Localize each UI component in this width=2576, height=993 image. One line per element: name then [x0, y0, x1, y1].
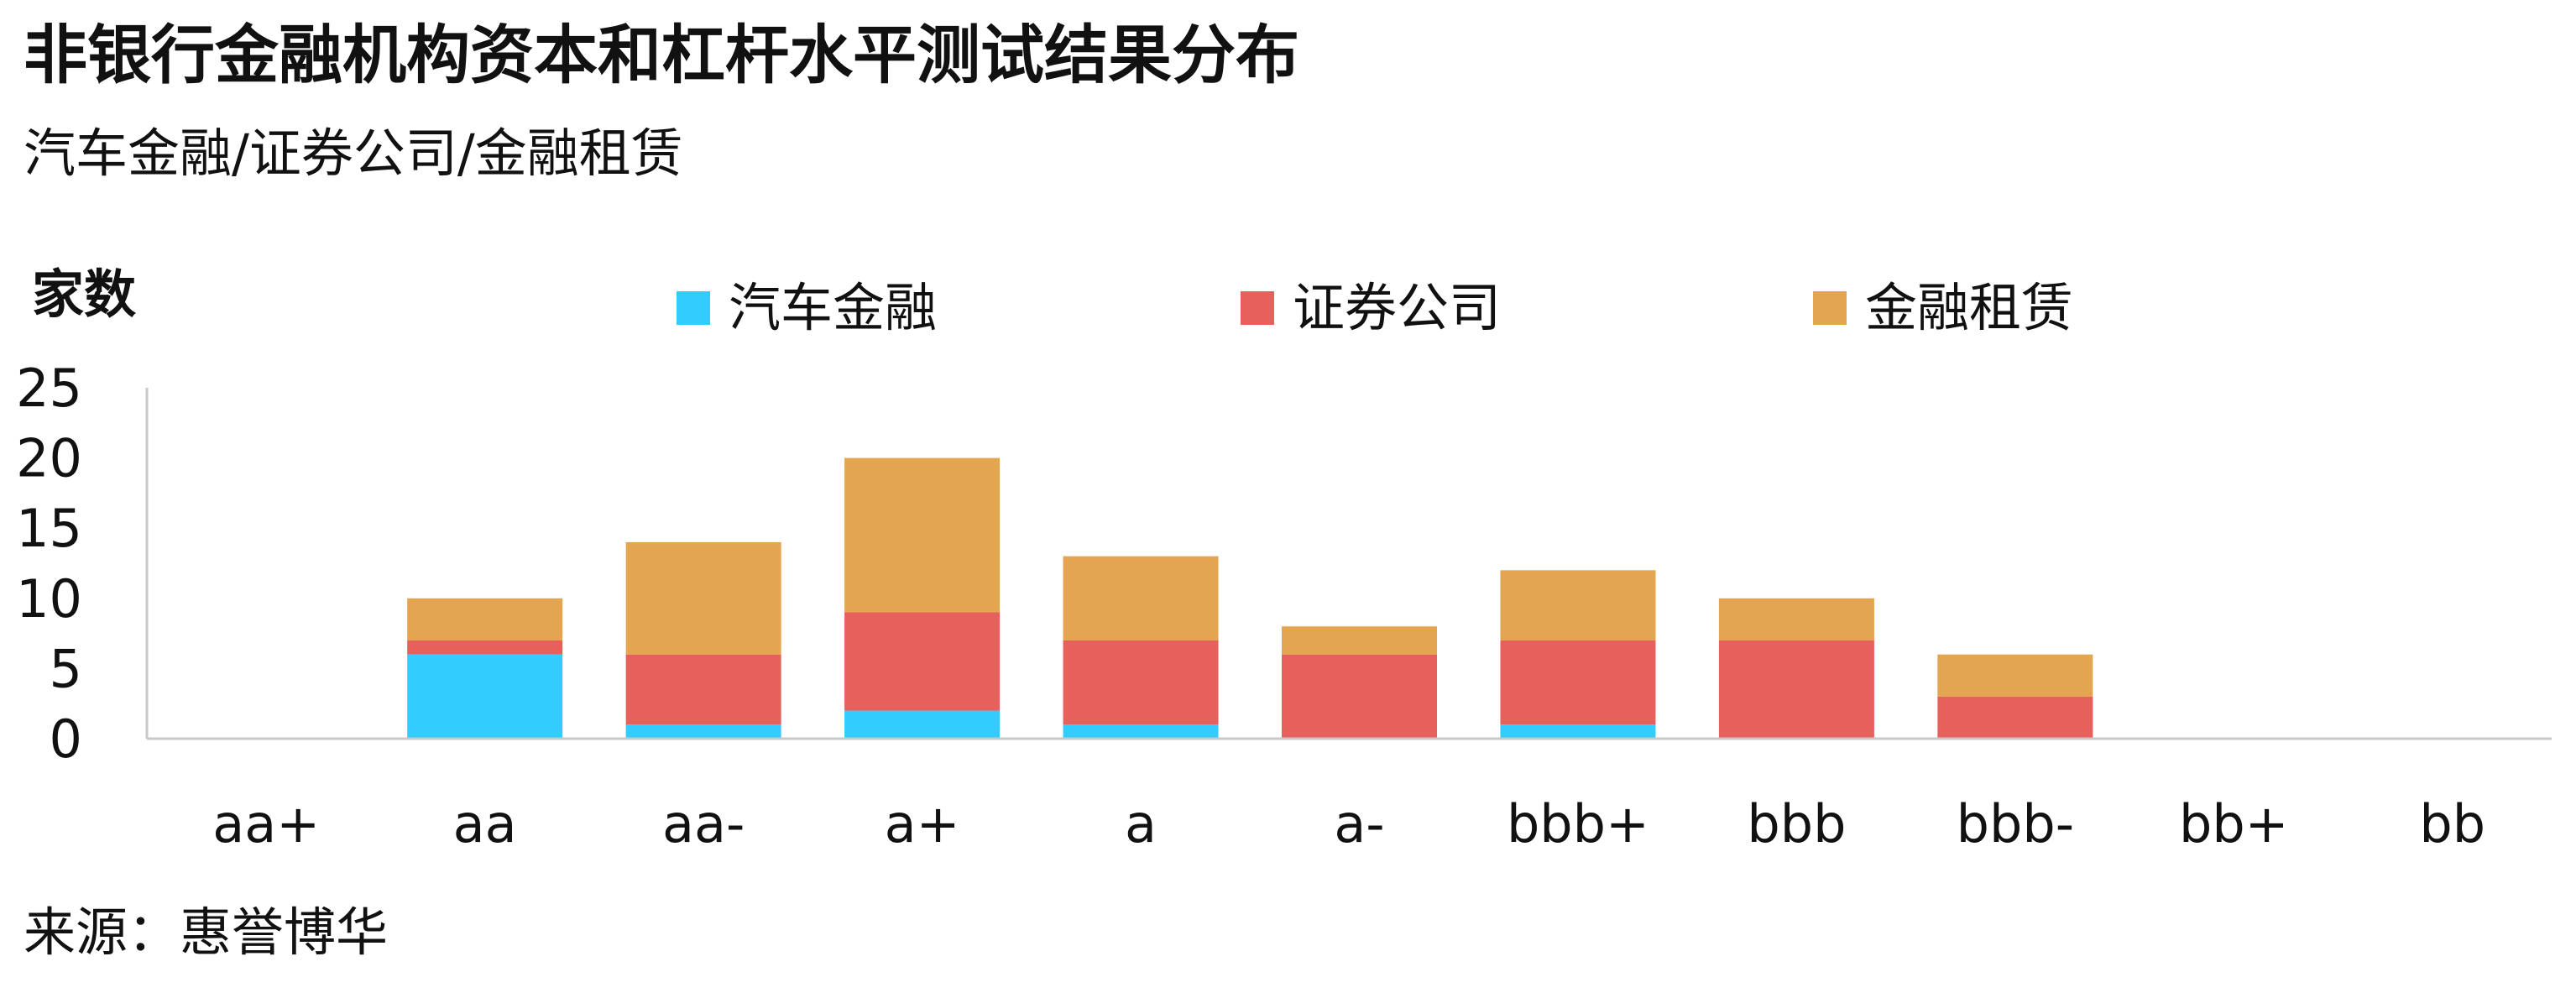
chart-title: 非银行金融机构资本和杠杆水平测试结果分布 — [24, 18, 1299, 92]
x-tick-label: aa- — [662, 793, 745, 855]
x-tick-label: bbb — [1747, 793, 1846, 855]
bar-segment — [1063, 640, 1219, 725]
y-axis-label: 家数 — [32, 264, 136, 325]
x-tick-label: bb+ — [2179, 793, 2289, 855]
bar-segment — [1937, 696, 2093, 739]
x-tick-label: a+ — [885, 793, 960, 855]
x-tick-label: bbb- — [1957, 793, 2074, 855]
bar-segment — [1500, 570, 1656, 640]
bar-segment — [407, 654, 563, 739]
x-tick-label: a — [1125, 793, 1157, 855]
bar-segment — [1282, 654, 1437, 739]
x-tick-label: bbb+ — [1507, 793, 1649, 855]
legend-label: 证券公司 — [1293, 277, 1501, 338]
y-tick-label: 5 — [50, 638, 82, 699]
bar-segment — [1718, 640, 1874, 739]
x-tick-label: aa+ — [212, 793, 320, 855]
x-tick-label: bb — [2419, 793, 2485, 855]
bar-segment — [625, 541, 781, 655]
y-tick-label: 10 — [16, 568, 82, 630]
source-note: 来源：惠誉博华 — [24, 902, 389, 963]
y-axis-ticks: 0 5 10 15 20 25 — [16, 358, 82, 770]
bar-segment — [407, 640, 563, 655]
bar-segment — [625, 654, 781, 725]
chart-subtitle: 汽车金融/证券公司/金融租赁 — [24, 123, 683, 184]
bar-segment — [844, 457, 1001, 613]
bar-segment — [1937, 654, 2093, 697]
legend-swatch — [1813, 291, 1847, 325]
bar-segment — [1063, 724, 1219, 739]
legend-label: 金融租赁 — [1865, 277, 2073, 338]
bar-segment — [1063, 556, 1219, 640]
bars — [407, 457, 2093, 739]
bar-segment — [1500, 724, 1656, 739]
x-tick-label: a- — [1334, 793, 1384, 855]
legend-swatch — [1241, 291, 1274, 325]
legend: 汽车金融 证券公司 金融租赁 — [677, 277, 2073, 338]
bar-segment — [844, 710, 1001, 739]
bar-segment — [625, 724, 781, 739]
legend-label: 汽车金融 — [729, 277, 937, 338]
x-tick-label: aa — [453, 793, 517, 855]
bar-segment — [1718, 598, 1874, 640]
x-axis-ticks: aa+ aa aa-a+ a a-bbb+ bbb bbb-bb+ bb — [212, 793, 2485, 855]
bar-segment — [1282, 626, 1437, 655]
y-tick-label: 15 — [16, 498, 82, 559]
bar-segment — [407, 598, 563, 640]
bar-segment — [1500, 640, 1656, 725]
y-tick-label: 20 — [16, 428, 82, 489]
bar-segment — [844, 612, 1001, 711]
legend-swatch — [677, 291, 710, 325]
y-tick-label: 25 — [16, 358, 82, 419]
y-tick-label: 0 — [50, 708, 82, 770]
